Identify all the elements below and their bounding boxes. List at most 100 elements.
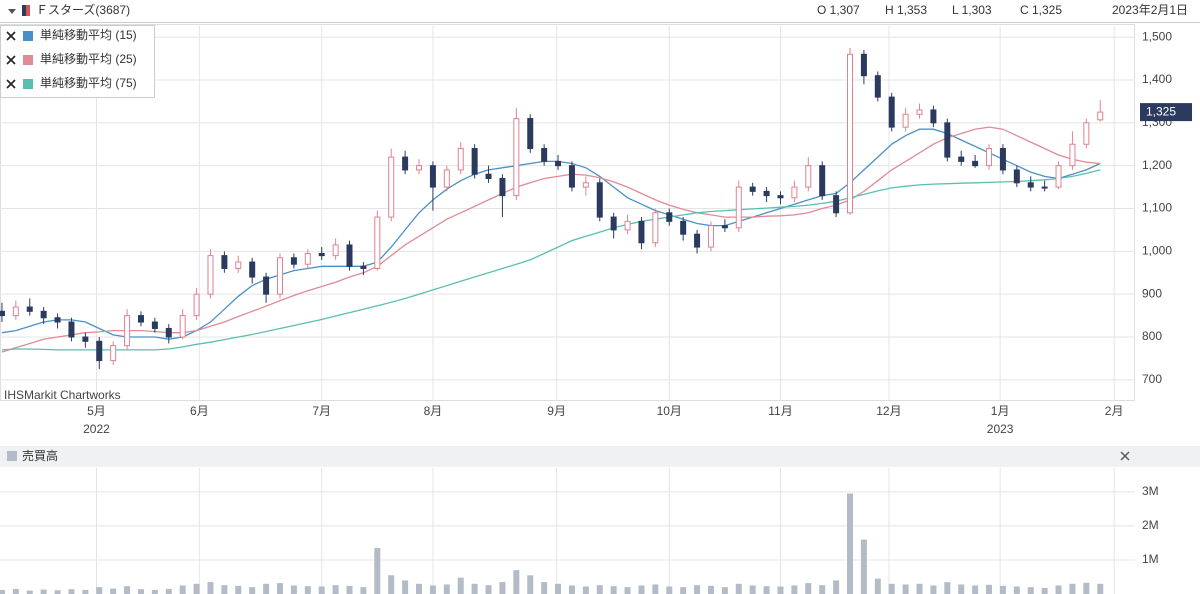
y-tick-label: 1,500 xyxy=(1142,29,1172,43)
volume-bar xyxy=(304,586,311,594)
candle-body xyxy=(930,109,937,124)
candle-body xyxy=(568,165,575,188)
source-label: IHSMarkit Chartworks xyxy=(4,388,121,402)
volume-bar xyxy=(819,585,826,594)
legend-label: 単純移動平均 (75) xyxy=(40,76,137,90)
candle-body xyxy=(485,173,492,180)
candle-body xyxy=(82,336,89,342)
volume-bar xyxy=(902,584,909,594)
date-label: 2023年2月1日 xyxy=(1112,3,1188,17)
volume-bar xyxy=(805,583,812,594)
x-tick-label: 1月 xyxy=(991,404,1010,418)
volume-bar xyxy=(110,588,117,594)
volume-bar xyxy=(749,585,756,594)
candle-body xyxy=(791,186,798,199)
legend-label: 単純移動平均 (25) xyxy=(40,52,137,66)
candle-body xyxy=(819,165,826,197)
close-button[interactable] xyxy=(1120,451,1130,461)
plot-area: 5月 6月 7月 8月 9月 10月 11月 12月 1月 2月 2022 2023 700 800 900… xyxy=(0,26,1192,436)
candle-body xyxy=(0,310,5,317)
volume-bar xyxy=(860,539,867,594)
candle-body xyxy=(110,345,117,362)
volume-bar xyxy=(207,582,214,594)
candle-body xyxy=(443,169,450,188)
candle-body xyxy=(527,118,534,150)
candle-body xyxy=(999,148,1006,171)
volume-bar xyxy=(68,589,75,594)
volume-bar xyxy=(235,585,242,594)
candle-body xyxy=(833,195,840,214)
x-tick-label: 2月 xyxy=(1105,404,1124,418)
volume-bar xyxy=(471,583,478,594)
x-tick-label: 6月 xyxy=(190,404,209,418)
volume-bar xyxy=(624,587,631,594)
volume-bar xyxy=(499,582,506,594)
candle-body xyxy=(499,178,506,197)
candle-body xyxy=(249,261,256,278)
candle-body xyxy=(1097,111,1104,121)
ma-line xyxy=(1,169,1101,351)
volume-header xyxy=(0,446,1200,467)
volume-bar xyxy=(124,586,131,594)
volume-bar xyxy=(888,583,895,594)
candle-body xyxy=(888,96,895,128)
volume-bar xyxy=(388,575,395,594)
volume-bar xyxy=(596,585,603,594)
candle-body xyxy=(276,257,283,295)
volume-bar xyxy=(276,583,283,594)
candle-body xyxy=(124,315,131,347)
candle-body xyxy=(735,186,742,229)
volume-bar xyxy=(165,588,172,594)
candle-body xyxy=(916,109,923,115)
volume-bar xyxy=(249,587,256,594)
legend-remove xyxy=(6,79,16,89)
candle-body xyxy=(541,148,548,162)
y-tick-label: 700 xyxy=(1142,372,1162,386)
y-tick-label: 2M xyxy=(1142,518,1159,532)
candle-body xyxy=(694,233,701,248)
y-tick-label: 1,100 xyxy=(1142,201,1172,215)
legend-remove xyxy=(6,55,16,65)
volume-bar xyxy=(972,585,979,594)
volume-bar xyxy=(485,585,492,594)
candle-body xyxy=(332,244,339,257)
volume-bar xyxy=(221,585,228,594)
volume-bar xyxy=(96,587,103,594)
chart-title: Ｆスターズ(3687) xyxy=(36,2,130,17)
x-tick-label: 9月 xyxy=(547,404,566,418)
candle-body xyxy=(986,148,993,167)
candle-body xyxy=(207,255,214,295)
candle-body xyxy=(805,165,812,188)
candle-body xyxy=(874,75,881,98)
candle-body xyxy=(1027,182,1034,188)
candle-body xyxy=(513,118,520,197)
ohlc-label: C 1,325 xyxy=(1020,3,1062,17)
volume-bar xyxy=(402,580,409,594)
candle-body xyxy=(763,190,770,197)
volume-bar xyxy=(346,585,353,594)
candle-body xyxy=(54,317,61,323)
volume-bar xyxy=(694,585,701,594)
volume-bar xyxy=(443,584,450,594)
year-label: 2022 xyxy=(83,422,110,436)
volume-bar xyxy=(541,582,548,594)
volume-bar xyxy=(652,584,659,594)
volume-bar xyxy=(721,587,728,594)
volume-bar xyxy=(290,585,297,594)
legend-label: 単純移動平均 (15) xyxy=(40,28,137,42)
volume-bar xyxy=(318,586,325,594)
candle-body xyxy=(944,122,951,158)
volume-bar xyxy=(457,577,464,594)
volume-bar xyxy=(582,586,589,594)
menu-arrow[interactable] xyxy=(8,9,16,14)
candle-body xyxy=(902,113,909,128)
volume-area: 1M 2M 3M xyxy=(0,468,1159,594)
y-tick-label: 1M xyxy=(1142,552,1159,566)
x-tick-label: 5月 xyxy=(87,404,106,418)
volume-bar xyxy=(707,585,714,594)
volume-title: 売買高 xyxy=(22,448,58,463)
candle-body xyxy=(457,148,464,171)
candle-body xyxy=(666,212,673,222)
year-label: 2023 xyxy=(987,422,1014,436)
candle-body xyxy=(777,195,784,199)
